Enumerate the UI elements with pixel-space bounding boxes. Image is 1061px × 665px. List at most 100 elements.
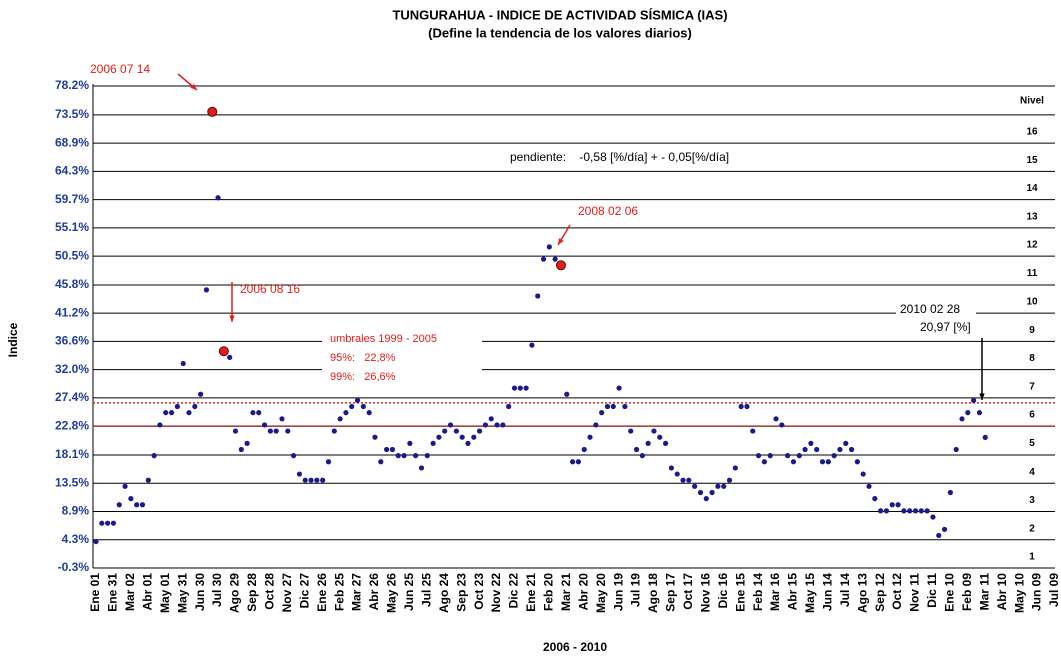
data-point bbox=[291, 453, 297, 459]
data-point bbox=[471, 434, 477, 440]
data-point bbox=[622, 403, 628, 410]
x-tick-label: Mar 21 bbox=[559, 573, 573, 611]
data-point bbox=[203, 287, 210, 293]
y-tick-label: 27.4% bbox=[55, 390, 89, 404]
data-point bbox=[139, 502, 146, 508]
x-tick-label: Feb 09 bbox=[960, 573, 974, 611]
level-label: 4 bbox=[1029, 467, 1035, 478]
y-tick-label: 78.2% bbox=[55, 78, 89, 92]
data-point bbox=[122, 483, 128, 489]
data-point bbox=[883, 508, 890, 514]
data-point bbox=[947, 489, 953, 496]
x-tick-label: Jul 19 bbox=[629, 573, 643, 607]
level-label: 8 bbox=[1029, 353, 1035, 364]
data-point bbox=[959, 416, 965, 422]
data-point bbox=[953, 446, 959, 453]
x-tick-label: Oct 23 bbox=[472, 573, 486, 610]
highlight-point bbox=[218, 346, 229, 357]
x-tick-label: Abr 01 bbox=[140, 573, 154, 611]
data-point bbox=[564, 391, 570, 397]
data-point bbox=[325, 459, 332, 465]
y-tick-label: -0.3% bbox=[58, 560, 90, 574]
level-label: 15 bbox=[1026, 155, 1038, 166]
data-point bbox=[465, 440, 471, 446]
data-point bbox=[808, 440, 814, 446]
x-tick-label: Ago 13 bbox=[855, 573, 869, 613]
x-tick-label: Dic 11 bbox=[925, 573, 939, 608]
y-tick-label: 22.8% bbox=[55, 418, 89, 432]
data-point bbox=[488, 416, 494, 422]
data-point bbox=[692, 483, 698, 489]
annotation: pendiente: -0,58 [%/día] + - 0,05[%/día] bbox=[510, 150, 729, 164]
x-tick-label: Ene 10 bbox=[943, 573, 957, 612]
highlight-point bbox=[555, 260, 566, 271]
data-point bbox=[308, 477, 314, 483]
data-point bbox=[174, 403, 180, 410]
arrow-head bbox=[558, 238, 564, 245]
y-tick-label: 36.6% bbox=[55, 334, 89, 348]
chart-title: TUNGURAHUA - INDICE DE ACTIVIDAD SÍSMICA… bbox=[392, 7, 727, 22]
y-tick-label: 55.1% bbox=[55, 220, 89, 234]
x-tick-label: Nov 27 bbox=[280, 573, 294, 613]
level-title: Nivel bbox=[1020, 96, 1044, 107]
data-point bbox=[198, 391, 204, 397]
data-point bbox=[500, 422, 506, 428]
data-point bbox=[157, 422, 163, 428]
y-tick-label: 41.2% bbox=[55, 305, 89, 319]
data-point bbox=[378, 459, 384, 465]
annotation-bg bbox=[896, 301, 976, 319]
data-point bbox=[610, 403, 616, 410]
data-point bbox=[674, 471, 680, 477]
x-tick-label: Nov 16 bbox=[698, 573, 712, 613]
data-point bbox=[796, 453, 802, 459]
data-point bbox=[128, 496, 134, 502]
data-point bbox=[936, 532, 942, 539]
x-tick-label: Abr 20 bbox=[576, 573, 590, 611]
data-point bbox=[506, 403, 512, 410]
data-point bbox=[447, 422, 454, 428]
data-point bbox=[971, 397, 977, 403]
x-tick-label: Jun 30 bbox=[193, 573, 207, 611]
x-tick-label: Jul 14 bbox=[838, 573, 852, 607]
x-tick-label: Abr 10 bbox=[995, 573, 1009, 611]
data-point bbox=[99, 520, 105, 526]
level-label: 9 bbox=[1029, 325, 1035, 336]
level-label: 13 bbox=[1026, 211, 1038, 222]
data-point bbox=[436, 434, 442, 440]
annotation: 2006 07 14 bbox=[90, 62, 150, 76]
x-tick-label: Feb 20 bbox=[542, 573, 556, 611]
data-point bbox=[918, 508, 924, 514]
x-tick-label: Abr 26 bbox=[367, 573, 381, 611]
y-tick-label: 68.9% bbox=[55, 135, 89, 149]
data-point bbox=[825, 459, 831, 465]
data-point bbox=[186, 410, 192, 416]
x-tick-label: Jun 14 bbox=[820, 573, 834, 611]
data-point bbox=[755, 453, 762, 459]
data-point bbox=[430, 440, 436, 446]
data-point bbox=[261, 422, 268, 428]
data-point bbox=[593, 422, 599, 428]
data-point bbox=[790, 459, 797, 465]
level-label: 10 bbox=[1026, 297, 1038, 308]
threshold-label: 95%: 22,8% bbox=[330, 352, 396, 364]
data-point bbox=[244, 440, 250, 446]
data-point bbox=[105, 520, 111, 526]
data-point bbox=[163, 410, 169, 416]
threshold-box bbox=[322, 330, 482, 386]
data-point bbox=[168, 410, 175, 416]
data-point bbox=[924, 508, 930, 514]
x-tick-label: Ene 31 bbox=[106, 573, 120, 612]
data-point bbox=[279, 416, 285, 422]
data-point bbox=[773, 416, 779, 422]
arrow-head bbox=[229, 315, 235, 322]
level-label: 11 bbox=[1027, 268, 1038, 279]
data-point bbox=[744, 403, 750, 410]
data-point bbox=[732, 465, 738, 471]
y-tick-label: 4.3% bbox=[62, 532, 90, 546]
annotation: 2010 02 28 bbox=[900, 302, 960, 316]
data-point bbox=[523, 385, 529, 391]
x-tick-label: Ene 01 bbox=[88, 573, 102, 612]
data-point bbox=[616, 385, 622, 391]
data-point bbox=[343, 410, 349, 416]
level-label: 5 bbox=[1029, 438, 1035, 449]
